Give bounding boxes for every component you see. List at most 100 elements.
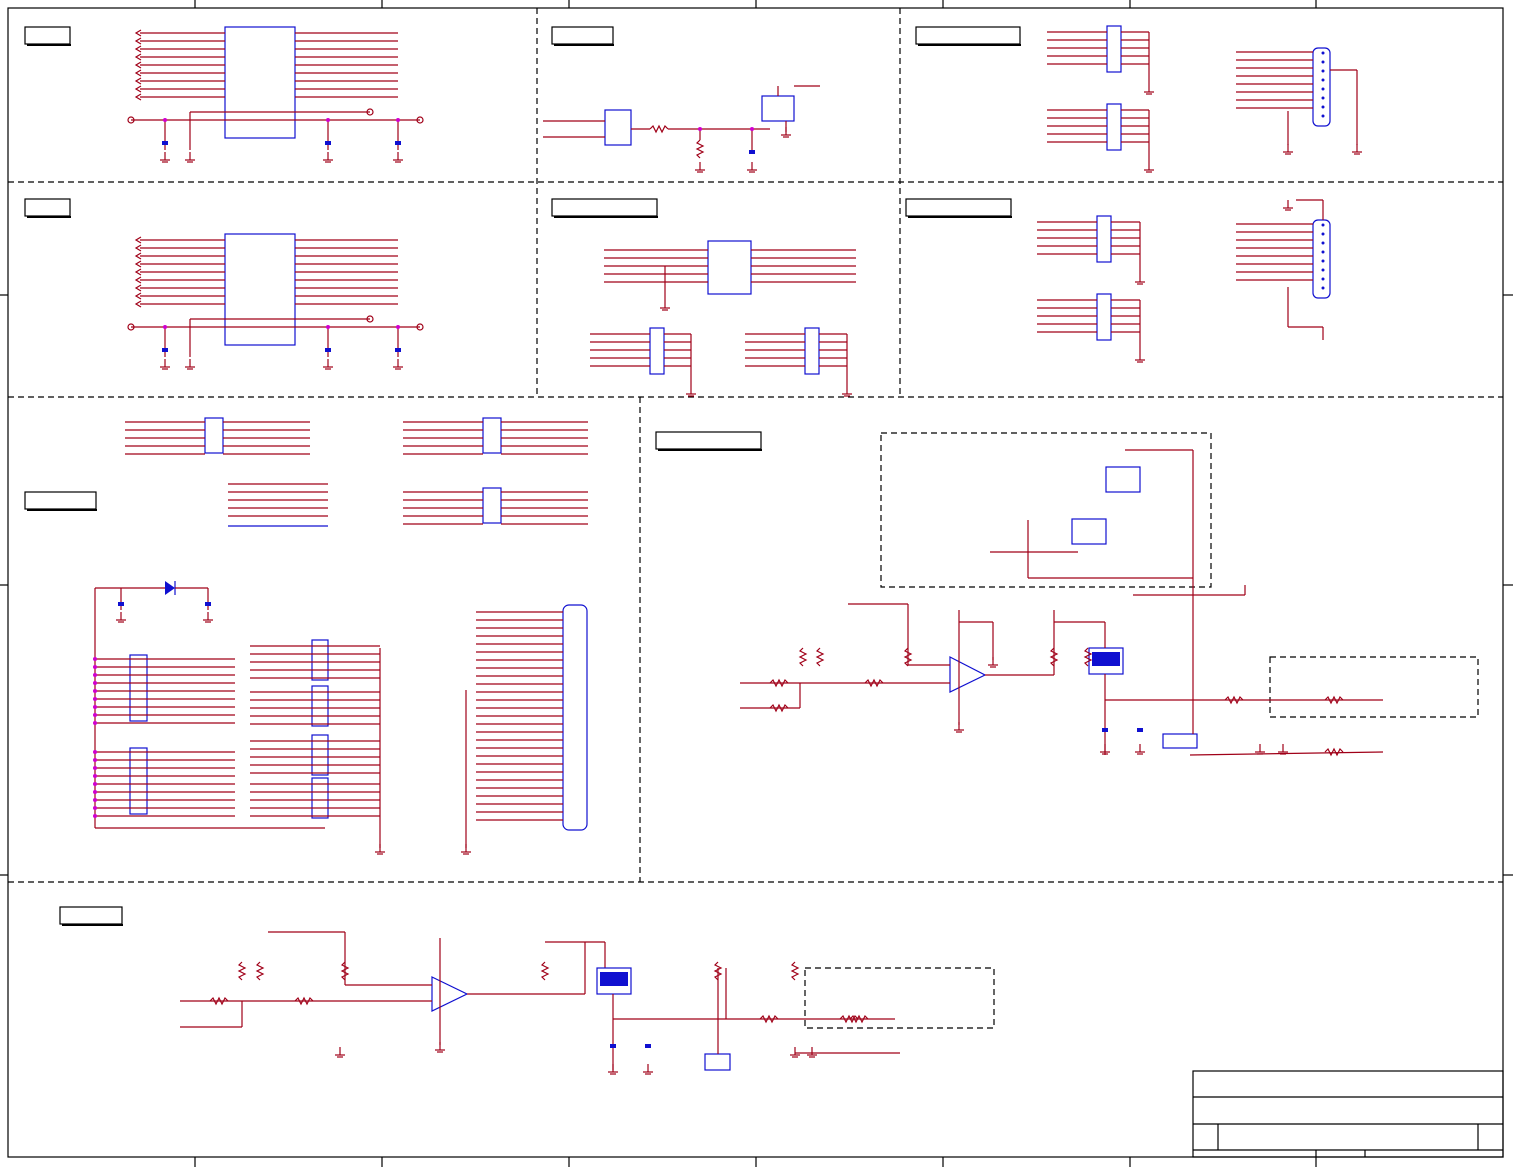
capacitor xyxy=(645,1044,651,1048)
junction xyxy=(326,118,330,122)
resistor xyxy=(713,961,723,981)
network xyxy=(804,327,820,375)
capacitor xyxy=(162,348,168,352)
amplifier xyxy=(431,976,469,1012)
resistor xyxy=(839,1014,859,1024)
port xyxy=(134,236,142,244)
port xyxy=(134,268,142,276)
junction xyxy=(93,681,97,685)
terminal xyxy=(416,116,424,124)
junction xyxy=(93,713,97,717)
capacitor xyxy=(162,141,168,145)
resistor xyxy=(695,139,705,159)
pin xyxy=(1321,259,1325,263)
network xyxy=(482,487,502,524)
resistor xyxy=(209,996,229,1006)
junction xyxy=(396,325,400,329)
junction xyxy=(93,665,97,669)
network xyxy=(129,654,148,722)
resistor xyxy=(255,961,265,981)
port xyxy=(134,244,142,252)
connector xyxy=(562,604,588,831)
sub-block xyxy=(804,967,995,1029)
resistor xyxy=(1049,647,1059,667)
junction xyxy=(396,118,400,122)
pin xyxy=(1321,69,1325,73)
title-block xyxy=(1192,1070,1504,1158)
network xyxy=(1096,293,1112,341)
capacitor xyxy=(395,141,401,145)
junction xyxy=(93,673,97,677)
regulator xyxy=(600,972,628,986)
capacitor xyxy=(1137,728,1143,732)
pin xyxy=(1321,105,1325,109)
amplifier xyxy=(949,656,987,693)
terminal xyxy=(366,108,374,116)
pin xyxy=(1321,286,1325,290)
pin xyxy=(1321,87,1325,91)
network xyxy=(311,639,329,681)
junction xyxy=(93,758,97,762)
port xyxy=(134,45,142,53)
network xyxy=(1106,25,1122,73)
resistor xyxy=(294,996,314,1006)
capacitor xyxy=(1102,728,1108,732)
port xyxy=(134,252,142,260)
junction xyxy=(698,127,702,131)
junction xyxy=(163,118,167,122)
capacitor xyxy=(395,348,401,352)
wire xyxy=(1189,751,1384,756)
pin xyxy=(1321,78,1325,82)
port xyxy=(134,276,142,284)
resistor xyxy=(237,961,247,981)
capacitor xyxy=(325,348,331,352)
junction xyxy=(93,657,97,661)
transistor xyxy=(1105,466,1141,493)
capacitor xyxy=(325,141,331,145)
network xyxy=(482,417,502,454)
network xyxy=(311,777,329,819)
resistor xyxy=(849,1014,869,1024)
terminal xyxy=(127,116,135,124)
resistor xyxy=(649,124,669,134)
section-label xyxy=(551,198,658,217)
junction xyxy=(93,798,97,802)
network xyxy=(311,685,329,727)
pin xyxy=(1321,114,1325,118)
junction xyxy=(93,705,97,709)
junction xyxy=(93,790,97,794)
pin xyxy=(1321,241,1325,245)
resistor xyxy=(769,703,789,713)
pin xyxy=(1321,277,1325,281)
terminal xyxy=(366,315,374,323)
section-label xyxy=(655,431,762,450)
resistor xyxy=(815,647,825,667)
port xyxy=(134,69,142,77)
junction xyxy=(163,325,167,329)
section-label xyxy=(551,26,614,45)
resistor xyxy=(1324,695,1344,705)
port xyxy=(134,61,142,69)
port xyxy=(134,284,142,292)
resistor xyxy=(798,647,808,667)
resistor xyxy=(769,678,789,688)
junction xyxy=(93,814,97,818)
pin xyxy=(1321,268,1325,272)
capacitor xyxy=(118,602,124,606)
port xyxy=(134,29,142,37)
pin xyxy=(1321,51,1325,55)
port xyxy=(134,77,142,85)
pin xyxy=(1321,60,1325,64)
capacitor xyxy=(205,602,211,606)
network xyxy=(204,417,224,454)
resistor xyxy=(340,961,350,981)
section-label xyxy=(24,491,97,510)
ic xyxy=(707,240,752,295)
junction xyxy=(93,782,97,786)
section-label xyxy=(915,26,1021,45)
network xyxy=(649,327,665,375)
resistor xyxy=(759,1014,779,1024)
sub-block xyxy=(1269,656,1479,718)
transistor xyxy=(761,95,795,122)
port xyxy=(134,37,142,45)
